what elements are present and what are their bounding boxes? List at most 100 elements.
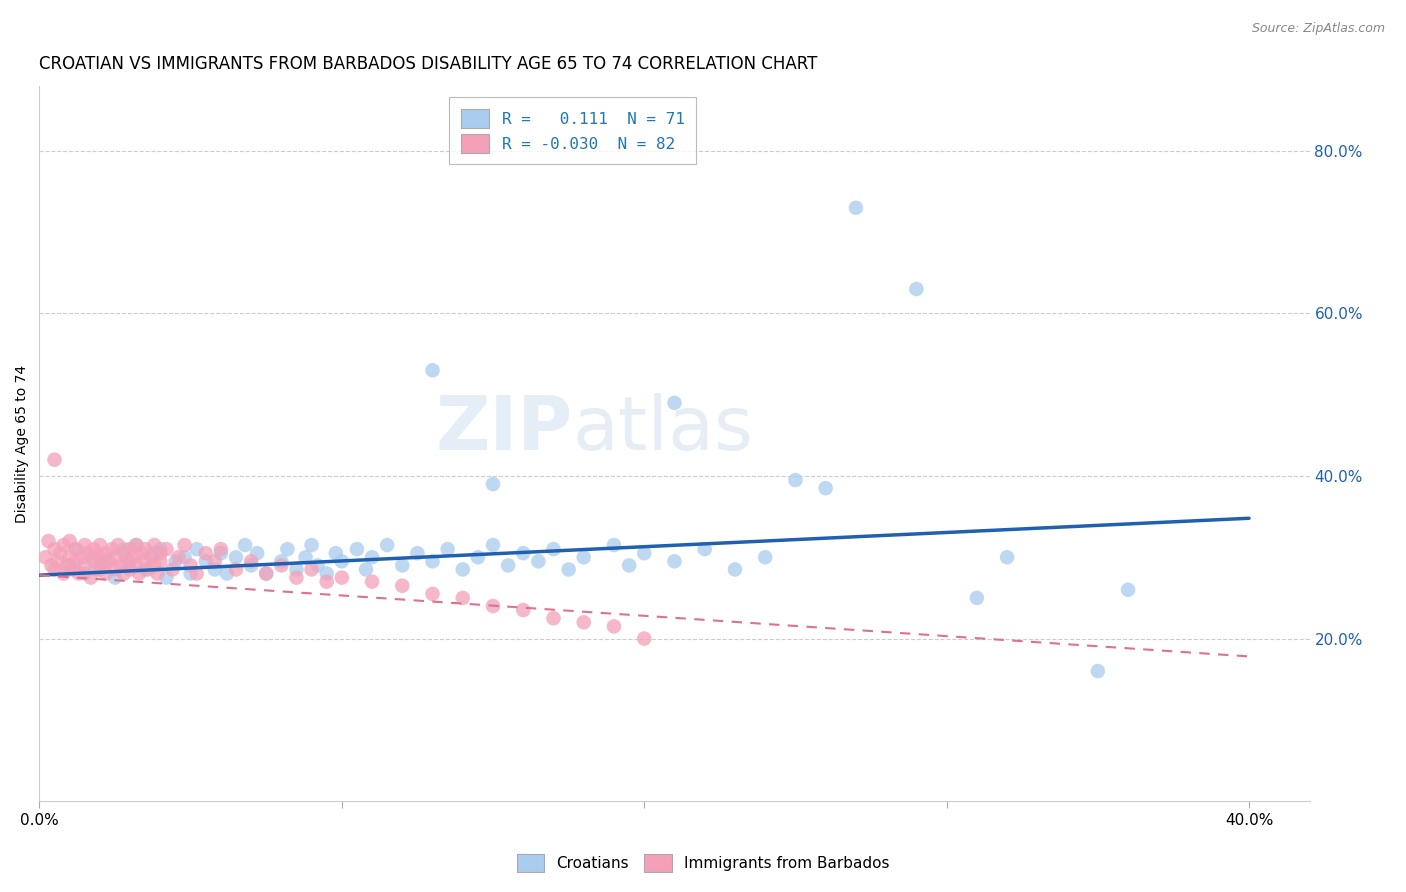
Point [512,603,534,617]
Point [285,562,308,576]
Point [65,554,87,568]
Point [436,542,458,557]
Point [52,566,75,581]
Point [143,546,166,560]
Point [254,566,277,581]
Point [603,619,626,633]
Point [131,546,153,560]
Point [422,554,444,568]
Point [125,558,148,573]
Point [134,554,156,568]
Point [186,566,208,581]
Point [905,282,928,296]
Point [173,550,195,565]
Point [134,562,156,576]
Point [112,546,135,560]
Legend: Croatians, Immigrants from Barbados: Croatians, Immigrants from Barbados [509,846,897,880]
Point [204,562,226,576]
Point [361,574,384,589]
Point [44,452,66,467]
Point [73,538,96,552]
Point [44,562,66,576]
Point [406,546,429,560]
Point [285,571,308,585]
Point [173,538,195,552]
Point [107,538,129,552]
Point [149,554,172,568]
Point [617,558,640,573]
Legend: R =   0.111  N = 71, R = -0.030  N = 82: R = 0.111 N = 71, R = -0.030 N = 82 [450,97,696,164]
Point [270,558,292,573]
Text: atlas: atlas [572,392,754,466]
Point [1116,582,1139,597]
Point [73,566,96,581]
Point [633,632,655,646]
Point [664,396,686,410]
Point [120,562,142,576]
Point [354,562,377,576]
Point [693,542,716,557]
Point [995,550,1018,565]
Point [451,562,474,576]
Point [375,538,398,552]
Point [115,554,138,568]
Point [603,538,626,552]
Point [155,542,177,557]
Point [41,558,63,573]
Point [101,542,124,557]
Point [557,562,579,576]
Point [162,562,184,576]
Point [246,546,269,560]
Point [134,542,156,557]
Point [94,546,117,560]
Point [120,554,142,568]
Point [240,558,263,573]
Point [83,550,105,565]
Point [83,554,105,568]
Point [301,538,323,552]
Point [482,538,505,552]
Point [1087,664,1109,678]
Point [845,201,868,215]
Point [165,554,187,568]
Point [112,566,135,581]
Point [65,542,87,557]
Point [572,550,595,565]
Point [451,591,474,605]
Point [37,534,59,549]
Point [467,550,489,565]
Point [143,558,166,573]
Point [91,558,114,573]
Text: ZIP: ZIP [436,392,572,466]
Point [633,546,655,560]
Point [754,550,776,565]
Point [391,579,413,593]
Point [149,542,172,557]
Point [104,550,127,565]
Point [167,550,190,565]
Point [141,550,163,565]
Point [149,546,172,560]
Point [209,546,232,560]
Point [527,554,550,568]
Point [422,587,444,601]
Point [89,538,111,552]
Point [496,558,519,573]
Point [204,554,226,568]
Point [44,542,66,557]
Point [98,554,121,568]
Point [422,363,444,377]
Point [225,550,247,565]
Point [225,562,247,576]
Point [67,566,90,581]
Point [49,546,72,560]
Point [110,558,132,573]
Point [94,554,117,568]
Point [325,546,347,560]
Point [276,542,298,557]
Point [94,566,117,581]
Point [86,562,108,576]
Point [125,538,148,552]
Point [52,538,75,552]
Point [294,550,316,565]
